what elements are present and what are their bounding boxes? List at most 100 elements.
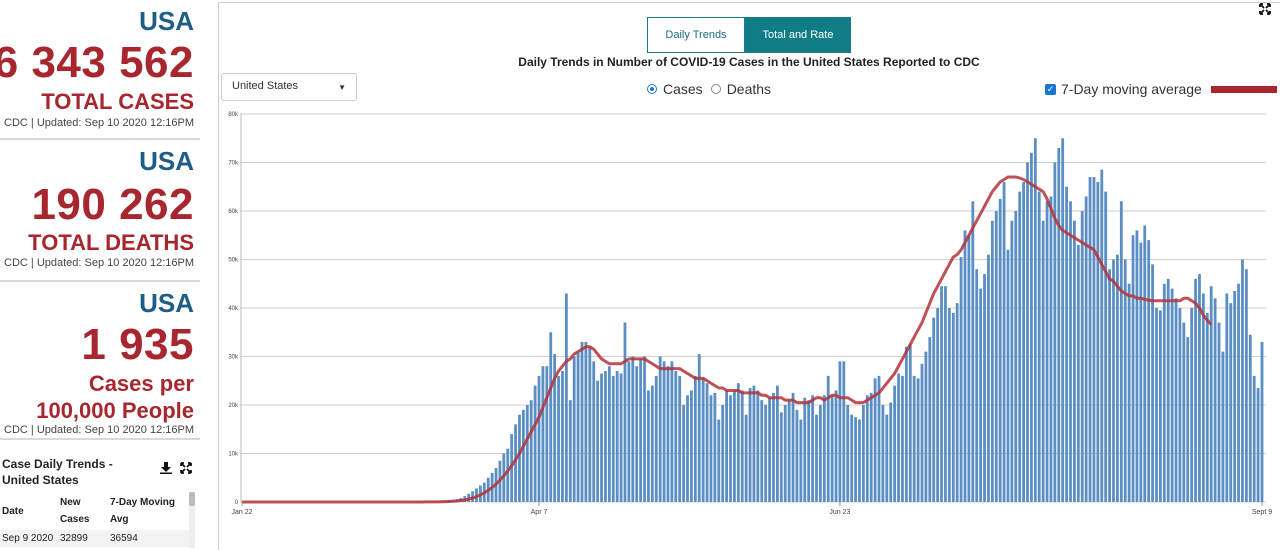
bar-mark[interactable] xyxy=(725,390,728,502)
bar-mark[interactable] xyxy=(1131,235,1135,502)
bar-mark[interactable] xyxy=(654,375,658,502)
bar-mark[interactable] xyxy=(1112,259,1115,503)
bar-mark[interactable] xyxy=(955,303,959,502)
bar-mark[interactable] xyxy=(1127,283,1131,502)
bar-mark[interactable] xyxy=(1178,308,1182,502)
bar-mark[interactable] xyxy=(936,308,940,502)
bar-mark[interactable] xyxy=(592,361,596,502)
bar-mark[interactable] xyxy=(529,400,533,502)
bar-mark[interactable] xyxy=(650,385,654,502)
bar-mark[interactable] xyxy=(760,400,764,502)
bar-mark[interactable] xyxy=(647,390,650,502)
bar-mark[interactable] xyxy=(967,235,971,502)
bar-mark[interactable] xyxy=(1104,191,1108,502)
bar-mark[interactable] xyxy=(662,361,666,502)
bar-mark[interactable] xyxy=(1088,177,1092,503)
bar-mark[interactable] xyxy=(908,344,912,503)
bar-mark[interactable] xyxy=(1061,138,1065,502)
bar-mark[interactable] xyxy=(1014,211,1018,502)
bar-mark[interactable] xyxy=(1026,162,1029,503)
bar-mark[interactable] xyxy=(901,375,904,502)
bar-mark[interactable] xyxy=(1030,152,1033,503)
bar-mark[interactable] xyxy=(1080,211,1084,502)
bar-mark[interactable] xyxy=(1217,322,1221,502)
radio-cases[interactable] xyxy=(647,84,657,94)
bar-mark[interactable] xyxy=(846,405,850,502)
bar-mark[interactable] xyxy=(1221,351,1225,502)
bar-mark[interactable] xyxy=(1170,288,1174,502)
bar-mark[interactable] xyxy=(1053,162,1057,503)
bar-mark[interactable] xyxy=(701,378,705,502)
bar-mark[interactable] xyxy=(1205,312,1209,502)
expand-icon[interactable] xyxy=(180,462,192,477)
bar-mark[interactable] xyxy=(854,417,857,503)
bar-mark[interactable] xyxy=(1045,201,1049,503)
bar-mark[interactable] xyxy=(971,201,975,503)
bar-mark[interactable] xyxy=(678,375,682,502)
bar-mark[interactable] xyxy=(717,419,721,502)
bar-mark[interactable] xyxy=(1033,138,1037,502)
bar-mark[interactable] xyxy=(1147,240,1151,502)
bar-mark[interactable] xyxy=(1119,201,1123,503)
bar-mark[interactable] xyxy=(588,346,592,502)
bar-mark[interactable] xyxy=(514,424,517,502)
bar-mark[interactable] xyxy=(877,375,881,502)
bar-mark[interactable] xyxy=(1069,201,1072,503)
bar-mark[interactable] xyxy=(1076,244,1080,502)
bar-mark[interactable] xyxy=(963,230,967,502)
bar-mark[interactable] xyxy=(873,378,877,502)
bar-mark[interactable] xyxy=(744,414,748,502)
bar-mark[interactable] xyxy=(1135,230,1139,502)
bar-mark[interactable] xyxy=(979,288,983,502)
bar-mark[interactable] xyxy=(772,392,775,503)
bar-mark[interactable] xyxy=(1116,254,1119,502)
bar-mark[interactable] xyxy=(904,346,908,502)
bar-mark[interactable] xyxy=(768,397,771,502)
region-dropdown[interactable]: United States ▼ xyxy=(221,73,357,101)
bar-mark[interactable] xyxy=(807,400,811,502)
bar-mark[interactable] xyxy=(850,414,854,502)
bar-mark[interactable] xyxy=(881,405,885,502)
bar-mark[interactable] xyxy=(834,390,838,502)
bar-mark[interactable] xyxy=(1123,259,1127,503)
bar-mark[interactable] xyxy=(776,385,779,502)
bar-mark[interactable] xyxy=(541,366,545,502)
bar-mark[interactable] xyxy=(987,254,990,502)
bar-mark[interactable] xyxy=(990,220,994,502)
bar-mark[interactable] xyxy=(815,414,818,502)
bar-mark[interactable] xyxy=(1073,220,1076,502)
bar-mark[interactable] xyxy=(690,390,693,502)
bar-mark[interactable] xyxy=(545,366,549,502)
bar-mark[interactable] xyxy=(631,356,635,503)
bar-mark[interactable] xyxy=(1139,242,1143,502)
bar-mark[interactable] xyxy=(576,351,580,502)
bar-mark[interactable] xyxy=(705,383,709,502)
bar-mark[interactable] xyxy=(643,356,646,503)
bar-mark[interactable] xyxy=(1065,186,1068,502)
bar-mark[interactable] xyxy=(889,402,893,502)
bar-mark[interactable] xyxy=(1233,291,1237,502)
bar-mark[interactable] xyxy=(611,375,615,502)
column-header-date[interactable]: Date xyxy=(2,505,24,517)
bar-mark[interactable] xyxy=(697,354,701,502)
bar-mark[interactable] xyxy=(811,395,814,502)
bar-mark[interactable] xyxy=(1244,269,1248,502)
bar-mark[interactable] xyxy=(803,397,807,502)
bar-mark[interactable] xyxy=(584,341,588,502)
bar-mark[interactable] xyxy=(944,286,947,502)
tab-daily-trends[interactable]: Daily Trends xyxy=(647,17,745,53)
bar-mark[interactable] xyxy=(1151,264,1154,502)
radio-cases-label[interactable]: Cases xyxy=(663,81,703,97)
bar-mark[interactable] xyxy=(553,354,557,502)
bar-mark[interactable] xyxy=(783,405,787,502)
bar-mark[interactable] xyxy=(596,380,600,502)
bar-mark[interactable] xyxy=(1037,191,1041,502)
bar-mark[interactable] xyxy=(951,312,955,502)
bar-mark[interactable] xyxy=(748,388,752,502)
bar-mark[interactable] xyxy=(928,337,932,502)
bar-mark[interactable] xyxy=(752,385,756,502)
bar-mark[interactable] xyxy=(1155,308,1158,502)
bar-mark[interactable] xyxy=(885,414,889,502)
bar-mark[interactable] xyxy=(756,390,760,502)
column-header-new-cases[interactable]: New Cases xyxy=(60,497,90,525)
